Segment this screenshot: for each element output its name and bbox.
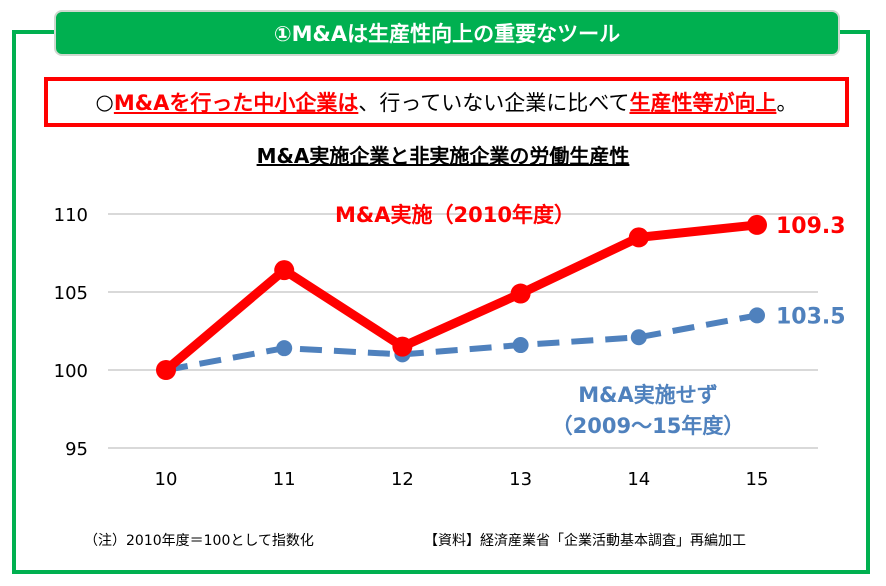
note-right: 【資料】経済産業省「企業活動基本調査」再編加工 — [424, 533, 746, 549]
series-label-blue: M&A実施せず — [578, 383, 717, 407]
x-tick-label: 11 — [273, 469, 296, 490]
x-tick-label: 12 — [391, 469, 414, 490]
y-tick-label: 100 — [54, 361, 88, 382]
series-line-1 — [165, 312, 758, 373]
msg-highlight-2: 生産性等が向上 — [629, 91, 777, 115]
y-tick-label: 110 — [54, 205, 88, 226]
end-label: 103.5 — [776, 304, 846, 329]
msg-text: 、行っていない企業に比べて — [358, 91, 630, 115]
key-message: ○ M&Aを行った中小企業は 、行っていない企業に比べて 生産性等が向上。 — [44, 77, 849, 127]
data-point — [276, 340, 293, 357]
series-line-0 — [163, 220, 758, 374]
data-point — [630, 329, 647, 346]
chart-title: M&A実施企業と非実施企業の労働生産性 — [256, 144, 630, 168]
series-label-blue-period: （2009～15年度） — [552, 414, 745, 438]
series-label-red: M&A実施（2010年度） — [335, 203, 575, 227]
data-point — [749, 307, 765, 324]
msg-suffix: 。 — [776, 91, 798, 115]
data-point — [392, 336, 413, 357]
data-point — [747, 214, 767, 235]
banner-title: ①M&Aは生産性向上の重要なツール — [54, 10, 840, 56]
data-point — [628, 227, 649, 248]
note-left: （注）2010年度＝100として指数化 — [84, 533, 314, 549]
msg-highlight-1: M&Aを行った中小企業は — [113, 91, 359, 115]
y-tick-label: 105 — [54, 283, 88, 304]
x-tick-label: 14 — [627, 469, 650, 490]
data-point — [512, 337, 529, 354]
x-tick-label: 13 — [509, 469, 532, 490]
y-tick-label: 95 — [65, 439, 88, 460]
x-tick-label: 15 — [746, 469, 769, 490]
x-tick-label: 10 — [155, 469, 178, 490]
data-point — [156, 360, 176, 380]
data-point — [274, 260, 295, 281]
msg-prefix: ○ — [95, 90, 114, 114]
data-point — [510, 283, 531, 304]
end-label: 109.3 — [776, 214, 846, 239]
